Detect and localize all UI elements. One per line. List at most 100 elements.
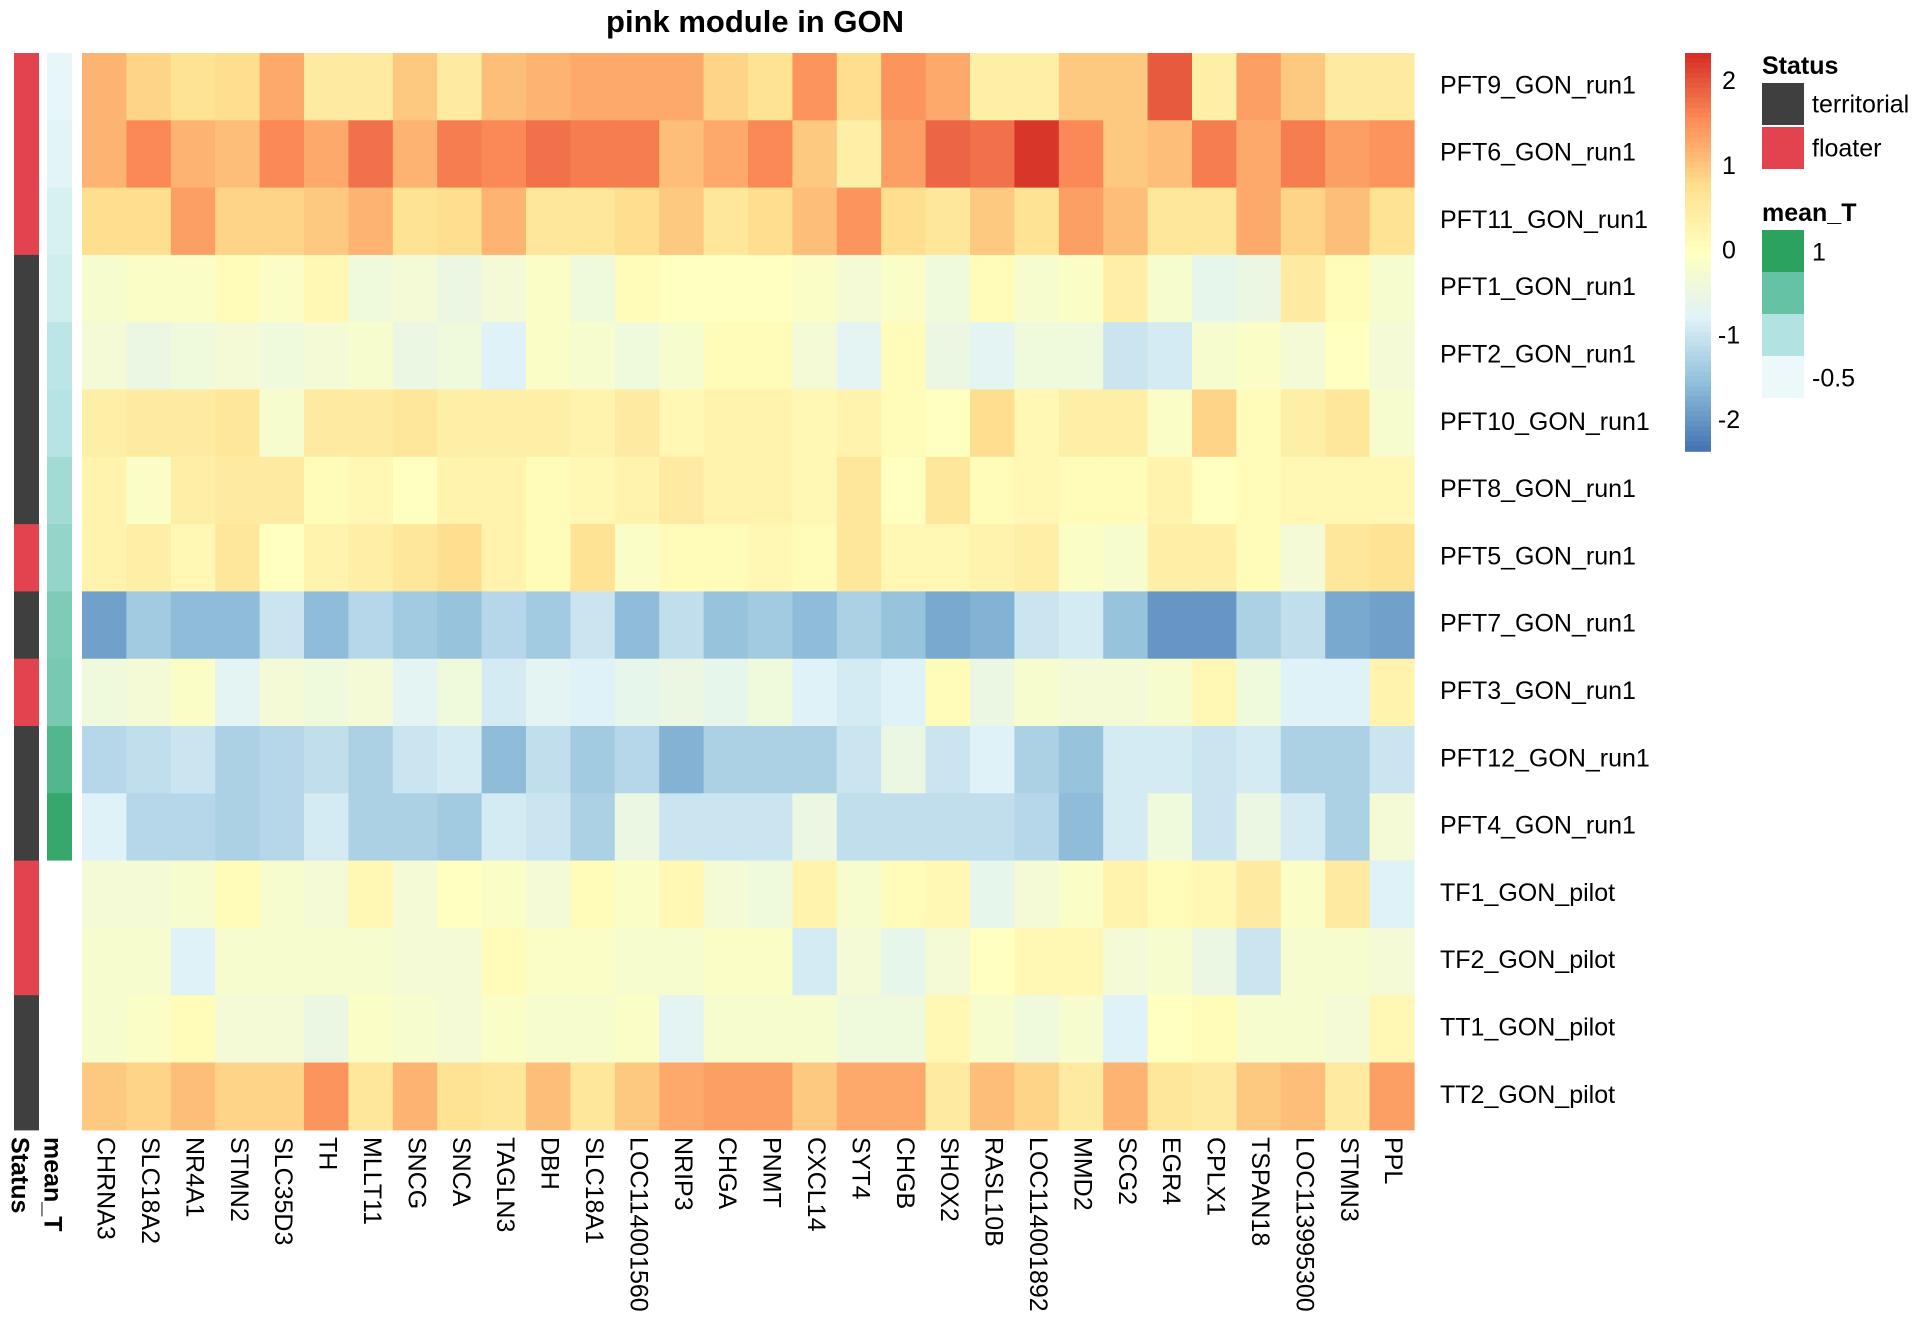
heatmap-cell [1280, 927, 1326, 996]
heatmap-cell [215, 53, 261, 121]
heatmap-cell [304, 524, 349, 592]
heatmap-cell [792, 524, 838, 592]
heatmap-cell [1058, 591, 1104, 660]
color-scale-segment [1685, 421, 1711, 427]
mean-t-legend-swatch [1762, 356, 1804, 398]
mean-t-annotation-cell [47, 53, 72, 121]
heatmap-cell [748, 322, 793, 391]
heatmap-cell [481, 187, 527, 256]
status-annotation-cell [14, 726, 39, 794]
column-label: CHGA [713, 1137, 741, 1210]
status-annotation-cell [14, 658, 39, 727]
heatmap-cell [1280, 120, 1326, 189]
mean-t-annotation-cell [47, 995, 72, 1064]
heatmap-cell [925, 322, 971, 391]
color-scale-segment [1685, 107, 1711, 114]
heatmap-cell [659, 995, 705, 1064]
mean-t-annotation-cell [47, 726, 72, 794]
heatmap-cell [259, 793, 305, 862]
heatmap-cell [126, 927, 172, 996]
heatmap-cell [570, 1062, 616, 1131]
mean-t-annotation-cell [47, 927, 72, 996]
heatmap-cell [304, 658, 349, 727]
heatmap-cell [304, 726, 349, 794]
mean-t-annotation-cell [47, 120, 72, 189]
heatmap-cell [925, 456, 971, 525]
heatmap-cell [836, 456, 882, 525]
heatmap-cell [170, 456, 216, 525]
heatmap-cell [215, 524, 261, 592]
color-scale-segment [1685, 222, 1711, 228]
heatmap-cell [348, 187, 394, 256]
heatmap-cell [1280, 524, 1326, 592]
heatmap-cell [392, 995, 438, 1064]
column-label: NRIP3 [669, 1137, 697, 1211]
heatmap-cell [614, 658, 660, 727]
heatmap-cell [748, 860, 793, 929]
heatmap-cell [703, 793, 749, 862]
heatmap-cell [970, 995, 1015, 1064]
heatmap-cell [703, 524, 749, 592]
mean-t-annotation-cell [47, 322, 72, 391]
heatmap-cell [836, 389, 882, 458]
heatmap-cell [1014, 456, 1060, 525]
heatmap-cell [1325, 524, 1371, 592]
heatmap-cell [437, 254, 483, 323]
heatmap-cell [659, 726, 705, 794]
column-label: SCG2 [1113, 1137, 1141, 1205]
heatmap-cell [792, 187, 838, 256]
heatmap-cell [1147, 322, 1193, 391]
heatmap-cell [703, 322, 749, 391]
heatmap-cell [1147, 524, 1193, 592]
heatmap-cell [836, 524, 882, 592]
heatmap-cell [1058, 254, 1104, 323]
heatmap-cell [703, 120, 749, 189]
heatmap-cell [526, 254, 571, 323]
heatmap-cell [1280, 389, 1326, 458]
heatmap-cell [126, 591, 172, 660]
heatmap-cell [526, 456, 571, 525]
heatmap-cell [881, 389, 927, 458]
heatmap-cell [126, 860, 172, 929]
heatmap-cell [1192, 524, 1237, 592]
heatmap-cell [1369, 658, 1415, 727]
row-label: PFT2_GON_run1 [1440, 340, 1636, 368]
mean-t-annotation-cell [47, 793, 72, 862]
heatmap-cell [392, 389, 438, 458]
heatmap-cell [925, 53, 971, 121]
color-scale-segment [1685, 266, 1711, 273]
heatmap-cell [970, 726, 1015, 794]
heatmap-cell [1147, 927, 1193, 996]
heatmap-cell [659, 927, 705, 996]
heatmap-cell [659, 187, 705, 256]
heatmap-cell [1369, 53, 1415, 121]
heatmap-cell [1058, 120, 1104, 189]
color-scale-segment [1685, 341, 1711, 348]
heatmap-cell [659, 591, 705, 660]
heatmap-cell [614, 591, 660, 660]
column-label: NR4A1 [180, 1137, 208, 1218]
color-scale-segment [1685, 167, 1711, 174]
heatmap-cell [792, 322, 838, 391]
heatmap-cell [259, 927, 305, 996]
heatmap-cell [1147, 187, 1193, 256]
heatmap-cell [1058, 726, 1104, 794]
column-label: CHGB [891, 1137, 919, 1209]
heatmap-cell [1103, 187, 1149, 256]
heatmap-cell [659, 793, 705, 862]
heatmap-cell [82, 254, 127, 323]
heatmap-cell [437, 524, 483, 592]
heatmap-cell [304, 187, 349, 256]
heatmap-cell [126, 658, 172, 727]
color-scale-segment [1685, 336, 1711, 343]
heatmap-cell [392, 53, 438, 121]
heatmap-cell [526, 591, 571, 660]
color-scale-segment [1685, 82, 1711, 89]
color-scale-segment [1685, 321, 1711, 328]
heatmap-cell [1014, 995, 1060, 1064]
heatmap-cell [126, 120, 172, 189]
heatmap-cell [348, 927, 394, 996]
heatmap-cell [1325, 456, 1371, 525]
heatmap-cell [836, 187, 882, 256]
heatmap-cell [304, 591, 349, 660]
